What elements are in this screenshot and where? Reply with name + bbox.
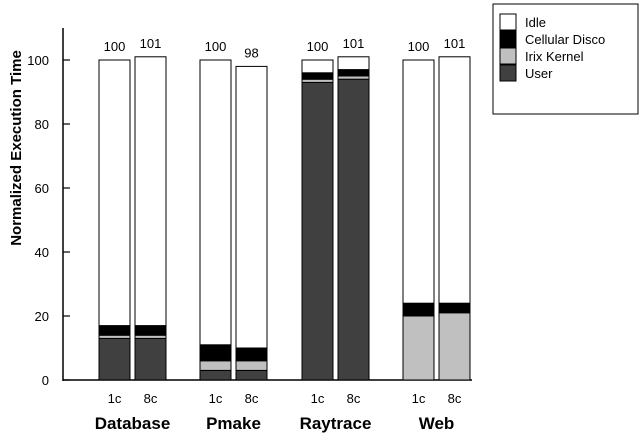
- legend-swatch: [499, 47, 517, 65]
- bar-segment-cellular-disco: [301, 72, 334, 80]
- group-label: Web: [419, 414, 455, 433]
- bar-config-label: 1c: [311, 391, 325, 406]
- bar-segment-idle: [134, 56, 167, 327]
- bar-segment-user: [98, 337, 131, 381]
- bar-segment-user: [134, 337, 167, 381]
- legend: Idle Cellular Disco Irix Kernel User: [492, 3, 639, 115]
- bar-segment-cellular-disco: [438, 302, 471, 314]
- bar-total-label: 101: [444, 36, 466, 51]
- bar-segment-cellular-disco: [199, 344, 232, 362]
- y-tick-label: 60: [35, 181, 49, 196]
- bar-segment-idle: [301, 59, 334, 74]
- legend-label: User: [525, 66, 553, 81]
- bar-segment-cellular-disco: [134, 325, 167, 336]
- bars: 100 1c 101 8c Database 100 1c 98 8c Pmake 100 1c 101…: [95, 36, 471, 433]
- bar-total-label: 100: [205, 39, 227, 54]
- bar-config-label: 1c: [412, 391, 426, 406]
- bar-config-label: 8c: [245, 391, 259, 406]
- bar-segment-user: [235, 369, 268, 381]
- legend-swatch: [499, 13, 517, 31]
- bar-segment-cellular-disco: [337, 69, 370, 77]
- bar-segment-cellular-disco: [402, 302, 435, 317]
- group-label: Pmake: [206, 414, 261, 433]
- bar-total-label: 100: [307, 39, 329, 54]
- bar-segment-idle: [337, 56, 370, 71]
- bar-config-label: 8c: [448, 391, 462, 406]
- bar-segment-user: [337, 78, 370, 381]
- bar-config-label: 1c: [209, 391, 223, 406]
- y-tick-label: 0: [42, 373, 49, 388]
- bar-config-label: 1c: [108, 391, 122, 406]
- bar-total-label: 101: [343, 36, 365, 51]
- legend-label: Cellular Disco: [525, 32, 605, 47]
- y-tick-label: 40: [35, 245, 49, 260]
- legend-label: Idle: [525, 15, 546, 30]
- bar-config-label: 8c: [347, 391, 361, 406]
- bar-segment-idle: [235, 65, 268, 349]
- bar-segment-irix-kernel: [402, 315, 435, 381]
- bar-total-label: 100: [408, 39, 430, 54]
- bar-total-label: 101: [140, 36, 162, 51]
- bar-segment-cellular-disco: [98, 325, 131, 336]
- bar-segment-idle: [199, 59, 232, 346]
- y-tick-label: 100: [27, 53, 49, 68]
- y-tick-label: 20: [35, 309, 49, 324]
- legend-label: Irix Kernel: [525, 49, 584, 64]
- bar-segment-user: [199, 369, 232, 381]
- legend-box: [492, 3, 639, 115]
- bar-total-label: 100: [104, 39, 126, 54]
- bar-config-label: 8c: [144, 391, 158, 406]
- bar-total-label: 98: [244, 45, 258, 60]
- legend-swatch: [499, 30, 517, 48]
- group-label: Database: [95, 414, 171, 433]
- bar-segment-idle: [402, 59, 435, 304]
- legend-swatch: [499, 64, 517, 82]
- bar-segment-idle: [438, 56, 471, 304]
- y-tick-label: 80: [35, 117, 49, 132]
- bar-segment-irix-kernel: [199, 360, 232, 371]
- group-label: Raytrace: [300, 414, 372, 433]
- bar-segment-irix-kernel: [438, 312, 471, 381]
- bar-segment-cellular-disco: [235, 347, 268, 362]
- bar-segment-user: [301, 81, 334, 381]
- y-axis-title: Normalized Execution Time: [8, 50, 25, 246]
- bar-segment-irix-kernel: [235, 360, 268, 371]
- axes: 0 20 40 60 80 100: [27, 28, 472, 388]
- bar-segment-idle: [98, 59, 131, 327]
